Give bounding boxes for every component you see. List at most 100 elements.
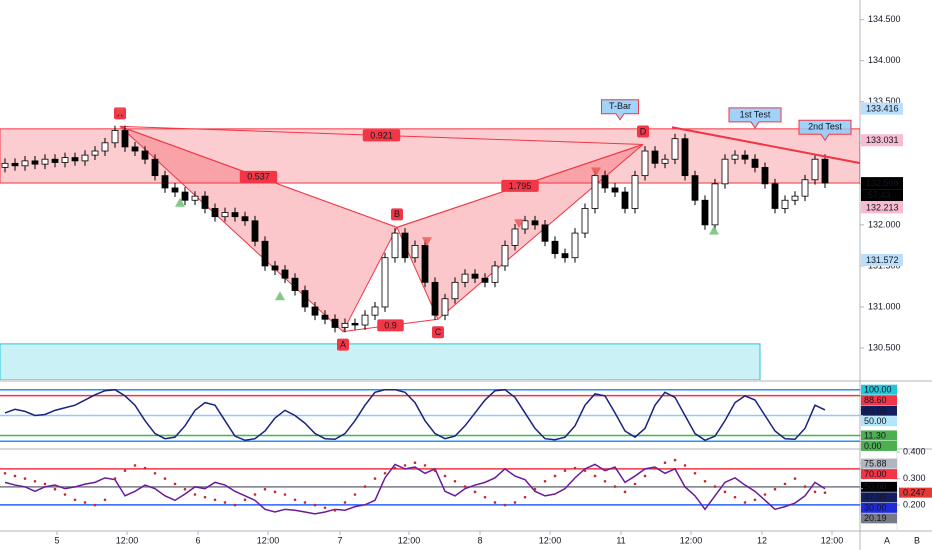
x-tick-label: 6: [195, 535, 200, 545]
price-label-bg: [861, 254, 903, 267]
dot: [473, 490, 477, 494]
y-tick-label: 47.95: [864, 492, 887, 502]
signal-marker: [709, 225, 719, 235]
callout-text: 1st Test: [740, 109, 771, 119]
dot: [713, 485, 717, 488]
callout: [728, 107, 782, 129]
dot: [683, 464, 687, 467]
candle-body: [371, 306, 379, 316]
candle-body: [571, 232, 579, 259]
countdown-bg: [861, 189, 903, 202]
y2-current-bg: [899, 487, 932, 498]
candle-body: [531, 220, 539, 226]
candle-body: [121, 130, 129, 148]
trendline: [671, 126, 860, 165]
dot: [143, 466, 147, 470]
dot: [283, 493, 287, 496]
ratio-label: 1.795: [509, 181, 532, 191]
price-label: 131.572: [866, 255, 899, 265]
dot: [553, 474, 557, 478]
level-label-bg: [861, 395, 897, 406]
dot: [433, 469, 437, 472]
y-tick-label: 0.00: [864, 441, 882, 451]
price-label-bg: [861, 134, 903, 147]
candle-body: [801, 179, 809, 197]
callout-text: 2nd Test: [808, 122, 842, 132]
dot: [103, 498, 107, 502]
dot: [753, 498, 757, 502]
dot: [13, 474, 17, 478]
plot-area: [0, 388, 860, 443]
dot: [663, 461, 667, 465]
candle-body: [451, 281, 459, 300]
dot: [633, 482, 637, 486]
candle-body: [281, 269, 289, 279]
candle-body: [1, 162, 9, 168]
candle-body: [191, 195, 199, 201]
point-label-bg: [391, 208, 403, 221]
candle-body: [241, 216, 249, 222]
dot: [3, 472, 7, 475]
point-label: D: [640, 126, 647, 136]
x-tick-label: 7: [337, 535, 342, 545]
dot: [53, 487, 57, 491]
ratio-label-bg: [501, 179, 539, 192]
candle-body: [161, 175, 169, 189]
dot: [643, 474, 647, 478]
signal-marker: [422, 237, 432, 247]
candle-body: [691, 175, 699, 201]
candle-body: [381, 257, 389, 308]
candle-body: [181, 191, 189, 201]
zone: [0, 343, 761, 380]
candle-body: [761, 167, 769, 185]
dot: [373, 477, 377, 480]
dot: [123, 469, 127, 472]
price-label: 133.031: [866, 135, 899, 145]
toolbar-button[interactable]: A: [884, 535, 890, 545]
dot: [593, 474, 597, 478]
candle-body: [711, 183, 719, 226]
candle-body: [351, 322, 359, 326]
dot: [583, 469, 587, 472]
dot: [463, 485, 467, 488]
candle-body: [301, 290, 309, 308]
candle-body: [291, 277, 299, 291]
candle-body: [561, 253, 569, 259]
ratio-label-bg: [377, 319, 404, 332]
y-tick-label: 75.88: [864, 458, 887, 468]
x-tick-label: 11: [616, 535, 625, 545]
y-tick-label: 134.500: [868, 14, 901, 24]
y-tick-label: 70.00: [864, 469, 887, 479]
candle-body: [41, 158, 49, 165]
candle-body: [141, 150, 149, 160]
dot: [453, 479, 457, 483]
y-tick-label: 50.00: [864, 416, 887, 426]
level-label-bg: [861, 492, 897, 503]
candle-body: [661, 158, 669, 164]
candle-body: [221, 212, 229, 218]
dot: [323, 506, 327, 510]
y-tick-label: 60.69: [864, 406, 887, 416]
dot: [33, 479, 37, 483]
price-label: 132.213: [866, 202, 899, 212]
candle-body: [271, 265, 279, 271]
candle-body: [821, 158, 829, 184]
toolbar-button[interactable]: B: [914, 535, 920, 545]
candle-body: [731, 154, 739, 160]
dot: [803, 485, 807, 488]
candle-body: [111, 130, 119, 144]
candle-body: [131, 146, 139, 152]
candle-body: [11, 162, 19, 167]
candle-body: [511, 228, 519, 246]
dot: [793, 477, 797, 480]
dot: [73, 498, 77, 502]
candle-body: [461, 273, 469, 283]
candle-body: [681, 138, 689, 177]
candle-body: [621, 191, 629, 209]
y2-current-label: 0.247: [903, 488, 926, 498]
dot: [503, 503, 507, 507]
signal-marker: [175, 197, 185, 207]
candle-body: [431, 281, 439, 316]
dot: [653, 466, 657, 470]
point-label-bg: [432, 326, 444, 339]
